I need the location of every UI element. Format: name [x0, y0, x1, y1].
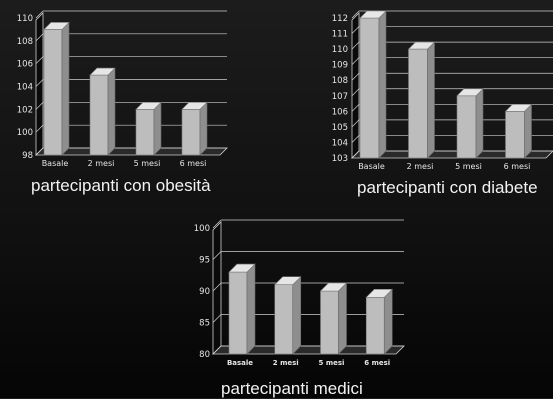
x-tick-label-medical: 2 mesi — [273, 359, 299, 367]
chart-title-diabetes: partecipanti con diabete — [357, 178, 538, 197]
y-tick-label-diabetes: 104 — [332, 138, 348, 148]
chart-title-obesity: partecipanti con obesità — [31, 176, 211, 195]
plot-area-medical: 80 85 90 95 100 — [194, 219, 405, 360]
grid-diagonal-obesity — [35, 102, 44, 110]
x-tick-label-diabetes: 5 mesi — [455, 162, 482, 171]
y-tick-label-diabetes: 105 — [332, 123, 348, 133]
y-tick-label-diabetes: 103 — [332, 154, 348, 164]
grid-diagonal-diabetes — [351, 41, 360, 50]
x-tick-label-obesity: 6 mesi — [180, 159, 207, 168]
x-tick-label-medical: Basale — [227, 359, 253, 367]
bar-obesity-2 — [135, 101, 162, 156]
grid-diagonal-diabetes — [351, 72, 360, 81]
bar-obesity-1 — [89, 67, 116, 156]
grid-diagonal-obesity — [35, 10, 44, 19]
bar-top — [365, 288, 393, 298]
grid-diagonal-diabetes — [351, 135, 360, 143]
y-tick-label-obesity: 104 — [17, 83, 33, 93]
bar-diabetes-3 — [504, 103, 533, 159]
grid-diagonal-medical — [212, 251, 222, 260]
bar-top — [456, 88, 484, 97]
bar-medical-3 — [365, 288, 393, 355]
y-tick-label-obesity: 100 — [17, 128, 33, 138]
y-tick-label-medical: 95 — [199, 256, 210, 266]
bar-diabetes-0 — [359, 10, 387, 159]
bar-obesity-3 — [181, 101, 208, 156]
bar-side — [292, 275, 302, 355]
bar-medical-0 — [228, 263, 256, 355]
bar-front — [320, 290, 339, 355]
y-tick-label-diabetes: 112 — [332, 14, 348, 24]
bar-top — [135, 102, 162, 110]
y-tick-label-obesity: 102 — [17, 105, 33, 115]
grid-diagonal-medical — [212, 219, 222, 229]
y-tick-label-obesity: 106 — [17, 60, 33, 70]
y-tick-label-diabetes: 109 — [332, 61, 348, 71]
grid-diagonal-medical — [212, 282, 222, 292]
bar-side — [338, 282, 347, 355]
x-tick-label-diabetes: 2 mesi — [407, 162, 434, 171]
grid-diagonal-obesity — [35, 79, 44, 87]
grid-diagonal-diabetes — [351, 10, 360, 19]
bar-top — [89, 67, 116, 76]
side-wall-medical — [212, 221, 222, 355]
y-tick-label-diabetes: 107 — [332, 92, 348, 102]
plot-area-obesity: 98 100 102 104 106 108 110 — [17, 10, 228, 161]
bar-side — [246, 263, 256, 355]
bar-top — [274, 276, 302, 286]
chart-title-medical: partecipanti medici — [221, 379, 363, 398]
grid-diagonal-diabetes — [351, 57, 360, 65]
y-tick-label-obesity: 110 — [17, 14, 33, 24]
grid-diagonal-diabetes — [351, 119, 360, 128]
grid-diagonal-medical — [212, 345, 222, 355]
y-tick-label-medical: 85 — [199, 319, 210, 329]
grid-diagonal-obesity — [35, 56, 44, 64]
grid-diagonal-diabetes — [351, 104, 360, 112]
bar-diabetes-1 — [407, 41, 436, 159]
bar-side — [383, 288, 393, 355]
bar-medical-1 — [274, 275, 302, 355]
y-tick-label-medical: 80 — [199, 350, 210, 360]
bar-top — [181, 102, 208, 110]
bar-front — [274, 284, 294, 355]
bar-diabetes-2 — [456, 88, 484, 159]
bar-medical-2 — [319, 282, 348, 355]
x-tick-label-diabetes: 6 mesi — [504, 162, 531, 171]
y-tick-label-medical: 90 — [199, 287, 210, 297]
bar-top — [319, 282, 348, 292]
bar-top — [407, 41, 436, 50]
grid-diagonal-medical — [212, 314, 222, 323]
x-tick-label-obesity: Basale — [42, 159, 69, 168]
bar-obesity-0 — [43, 21, 70, 156]
bar-top — [228, 263, 256, 273]
x-tick-label-obesity: 5 mesi — [134, 159, 161, 168]
grid-diagonal-diabetes — [351, 88, 360, 97]
grid-diagonal-diabetes — [351, 26, 360, 34]
x-tick-label-medical: 5 mesi — [319, 359, 345, 367]
y-tick-label-diabetes: 110 — [332, 45, 348, 55]
y-tick-label-diabetes: 108 — [332, 76, 348, 86]
grid-diagonal-obesity — [35, 33, 44, 42]
bar-top — [359, 10, 387, 19]
bar-top — [43, 22, 70, 30]
grid-diagonal-obesity — [35, 124, 44, 133]
x-tick-label-obesity: 2 mesi — [88, 159, 115, 168]
bar-top — [504, 104, 533, 112]
bar-front — [228, 271, 248, 355]
grid-diagonal-diabetes — [351, 150, 360, 159]
y-tick-label-obesity: 98 — [22, 151, 33, 161]
grid-diagonal-obesity — [35, 147, 44, 156]
y-tick-label-medical: 100 — [194, 224, 210, 234]
x-tick-label-diabetes: Basale — [358, 162, 385, 171]
y-tick-label-diabetes: 111 — [332, 30, 348, 40]
x-tick-label-medical: 6 mesi — [364, 359, 390, 367]
y-tick-label-diabetes: 106 — [332, 107, 348, 117]
y-tick-label-obesity: 108 — [17, 37, 33, 47]
bar-front — [365, 296, 385, 355]
